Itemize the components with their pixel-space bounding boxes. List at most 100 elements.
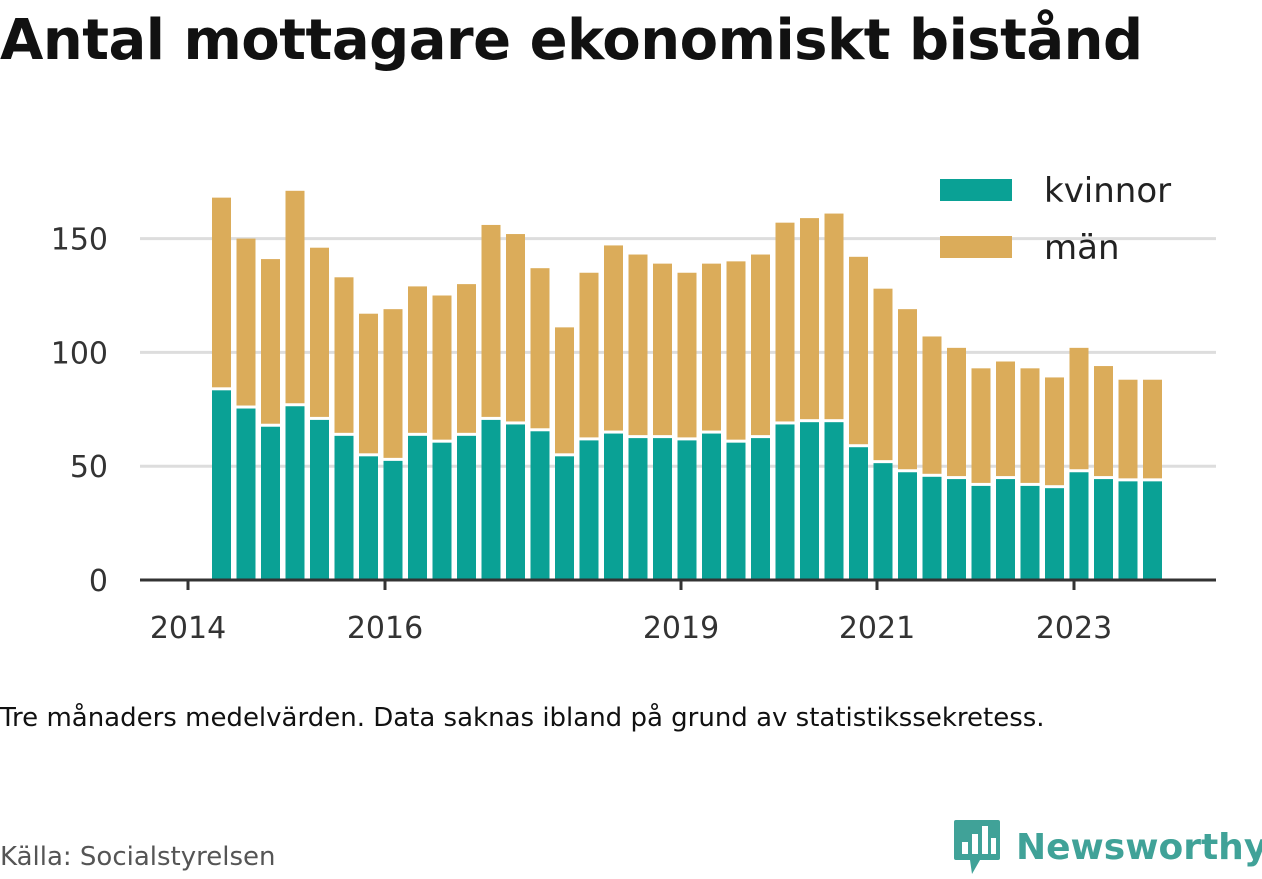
bar-kvinnor (1020, 485, 1040, 580)
bar-kvinnor (628, 438, 648, 580)
chart-title: Antal mottagare ekonomiskt bistånd (0, 8, 1143, 73)
bar-kvinnor (677, 440, 697, 580)
bar-kvinnor (922, 476, 942, 580)
bar-kvinnor (800, 422, 819, 580)
bar-man (628, 254, 648, 436)
bar-man (702, 263, 721, 431)
bar-man (653, 263, 672, 436)
bar-man (530, 268, 550, 429)
bars (212, 190, 1162, 580)
bar-man (212, 197, 231, 388)
bar-kvinnor (1143, 481, 1162, 580)
bar-kvinnor (383, 460, 403, 580)
bar-kvinnor (408, 435, 427, 580)
bar-kvinnor (1094, 479, 1113, 580)
bar-kvinnor (1118, 481, 1138, 580)
bar-man (285, 190, 305, 404)
bar-kvinnor (1069, 472, 1089, 580)
bar-man (236, 238, 256, 406)
bar-man (971, 368, 991, 483)
bar-man (383, 309, 403, 458)
bar-man (751, 254, 770, 436)
bar-kvinnor (334, 435, 354, 580)
x-tick-label: 2023 (1036, 611, 1112, 646)
bar-kvinnor (726, 442, 746, 580)
bar-kvinnor (530, 431, 550, 580)
bar-man (677, 272, 697, 438)
bar-kvinnor (555, 456, 574, 580)
source-label: Källa: Socialstyrelsen (0, 842, 276, 872)
chart-note: Tre månaders medelvärden. Data saknas ib… (0, 703, 1045, 733)
bar-man (800, 218, 819, 420)
bar-man (359, 313, 378, 454)
bar-man (898, 309, 917, 470)
bar-man (1069, 347, 1089, 470)
bar-man (555, 327, 574, 454)
bar-man (408, 286, 427, 433)
bar-man (1020, 368, 1040, 483)
bar-kvinnor (236, 408, 256, 580)
y-tick-label: 100 (51, 336, 108, 371)
bar-kvinnor (604, 433, 623, 580)
legend-swatch (940, 179, 1012, 201)
bar-kvinnor (702, 433, 721, 580)
bar-kvinnor (971, 485, 991, 580)
bar-man (261, 259, 280, 424)
x-tick-label: 2021 (839, 611, 915, 646)
stacked-bar-chart: 0 50 100 150 2014 2016 2019 2021 2023 kvinnor män (51, 171, 1216, 646)
bar-man (996, 361, 1015, 477)
bar-man (432, 295, 452, 440)
bar-kvinnor (947, 479, 966, 580)
x-tick-label: 2016 (347, 611, 423, 646)
y-tick-label: 150 (51, 223, 108, 258)
bar-man (310, 247, 329, 417)
brand-name: Newsworthy (1016, 826, 1262, 868)
axes: 0 50 100 150 2014 2016 2019 2021 2023 (51, 223, 1216, 646)
bar-man (849, 256, 868, 445)
bar-kvinnor (824, 422, 844, 580)
bar-kvinnor (261, 426, 280, 580)
y-tick-label: 0 (89, 564, 108, 599)
bar-man (334, 277, 354, 433)
bar-kvinnor (457, 435, 476, 580)
bar-man (922, 336, 942, 474)
bar-man (1143, 379, 1162, 479)
bar-man (873, 288, 893, 461)
legend-swatch (940, 236, 1012, 258)
bar-man (457, 284, 476, 433)
bar-kvinnor (775, 424, 795, 580)
bar-kvinnor (898, 472, 917, 580)
bar-man (824, 213, 844, 420)
bar-kvinnor (579, 440, 599, 580)
bar-kvinnor (310, 419, 329, 580)
bar-kvinnor (212, 390, 231, 580)
bar-kvinnor (481, 419, 501, 580)
bar-man (1045, 377, 1064, 486)
brand-logo[interactable]: Newsworthy (952, 818, 1262, 876)
bar-man (775, 222, 795, 422)
bar-kvinnor (506, 424, 525, 580)
bar-kvinnor (751, 438, 770, 580)
bar-kvinnor (849, 447, 868, 580)
bar-man (481, 224, 501, 417)
bar-kvinnor (653, 438, 672, 580)
bar-kvinnor (996, 479, 1015, 580)
bar-man (506, 234, 525, 422)
bar-kvinnor (359, 456, 378, 580)
bar-man (1118, 379, 1138, 479)
bar-man (726, 261, 746, 440)
legend: kvinnor män (940, 171, 1171, 268)
bar-man (1094, 366, 1113, 477)
bar-man (579, 272, 599, 438)
bar-man (604, 245, 623, 431)
legend-label: kvinnor (1044, 171, 1171, 211)
y-tick-label: 50 (70, 450, 108, 485)
bar-kvinnor (1045, 488, 1064, 580)
x-tick-label: 2019 (643, 611, 719, 646)
x-tick-label: 2014 (150, 611, 226, 646)
bar-man (947, 347, 966, 477)
legend-label: män (1044, 228, 1120, 268)
newsworthy-logo-icon (954, 820, 1000, 874)
bar-kvinnor (873, 463, 893, 580)
bar-kvinnor (432, 442, 452, 580)
